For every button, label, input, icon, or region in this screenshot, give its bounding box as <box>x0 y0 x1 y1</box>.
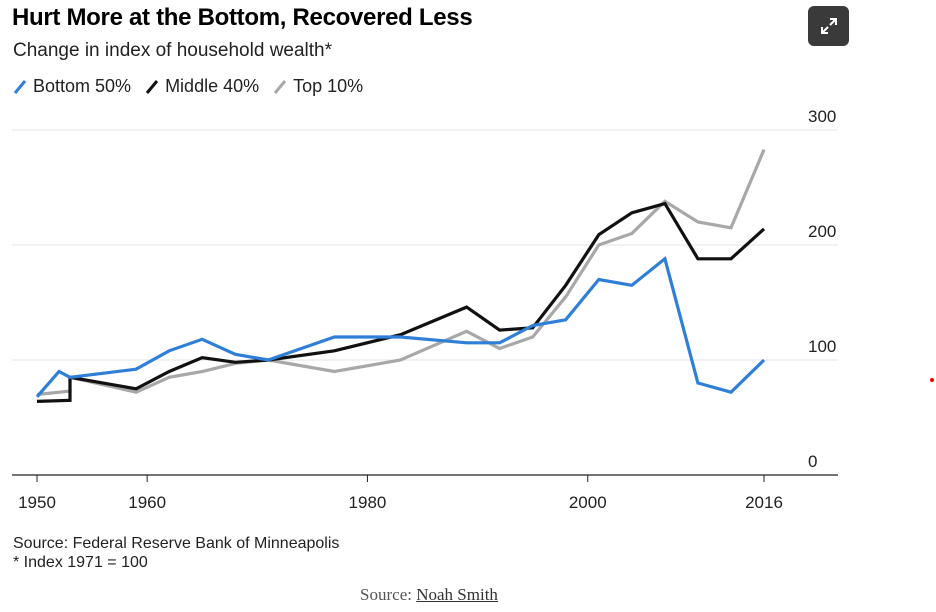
legend-swatch-middle-40 <box>145 79 159 94</box>
legend-label-bottom-50: Bottom 50% <box>33 76 132 96</box>
x-tick-label-1960: 1960 <box>128 493 166 512</box>
legend-label-middle-40: Middle 40% <box>165 76 260 96</box>
chart-source-note: Source: Federal Reserve Bank of Minneapo… <box>13 534 339 572</box>
stray-red-dot <box>930 378 934 382</box>
y-tick-label-200: 200 <box>808 222 836 241</box>
y-tick-label-300: 300 <box>808 107 836 126</box>
x-tick-label-2016: 2016 <box>745 493 783 512</box>
source-text: Source: Federal Reserve Bank of Minneapo… <box>13 535 340 552</box>
chart-title: Hurt More at the Bottom, Recovered Less <box>12 4 473 31</box>
legend-swatch-top-10 <box>273 79 287 94</box>
series-line-top-10 <box>36 148 766 397</box>
x-tick-label-1950: 1950 <box>18 493 56 512</box>
expand-arrows-icon <box>820 18 837 34</box>
image-credit: Source: Noah Smith <box>0 585 858 605</box>
credit-prefix: Source: <box>360 585 412 604</box>
series-line-bottom-50 <box>35 256 766 398</box>
legend-label-top-10: Top 10% <box>293 76 364 96</box>
x-tick-label-1980: 1980 <box>349 493 387 512</box>
credit-link[interactable]: Noah Smith <box>416 585 498 604</box>
chart-legend: Bottom 50% Middle 40% Top 10% <box>13 76 363 97</box>
line-chart: 0 100 200 300 1950 1960 1980 2000 2016 <box>12 107 838 512</box>
expand-button[interactable] <box>808 6 849 46</box>
legend-item-middle-40: Middle 40% <box>145 76 259 97</box>
x-tick-label-2000: 2000 <box>569 493 607 512</box>
index-note: * Index 1971 = 100 <box>13 554 148 571</box>
legend-swatch-bottom-50 <box>13 79 27 94</box>
legend-item-top-10: Top 10% <box>273 76 363 97</box>
y-tick-label-100: 100 <box>808 337 836 356</box>
series-line-middle-40 <box>36 201 766 403</box>
legend-item-bottom-50: Bottom 50% <box>13 76 131 97</box>
chart-subtitle: Change in index of household wealth* <box>13 40 333 61</box>
y-tick-label-0: 0 <box>808 452 817 471</box>
